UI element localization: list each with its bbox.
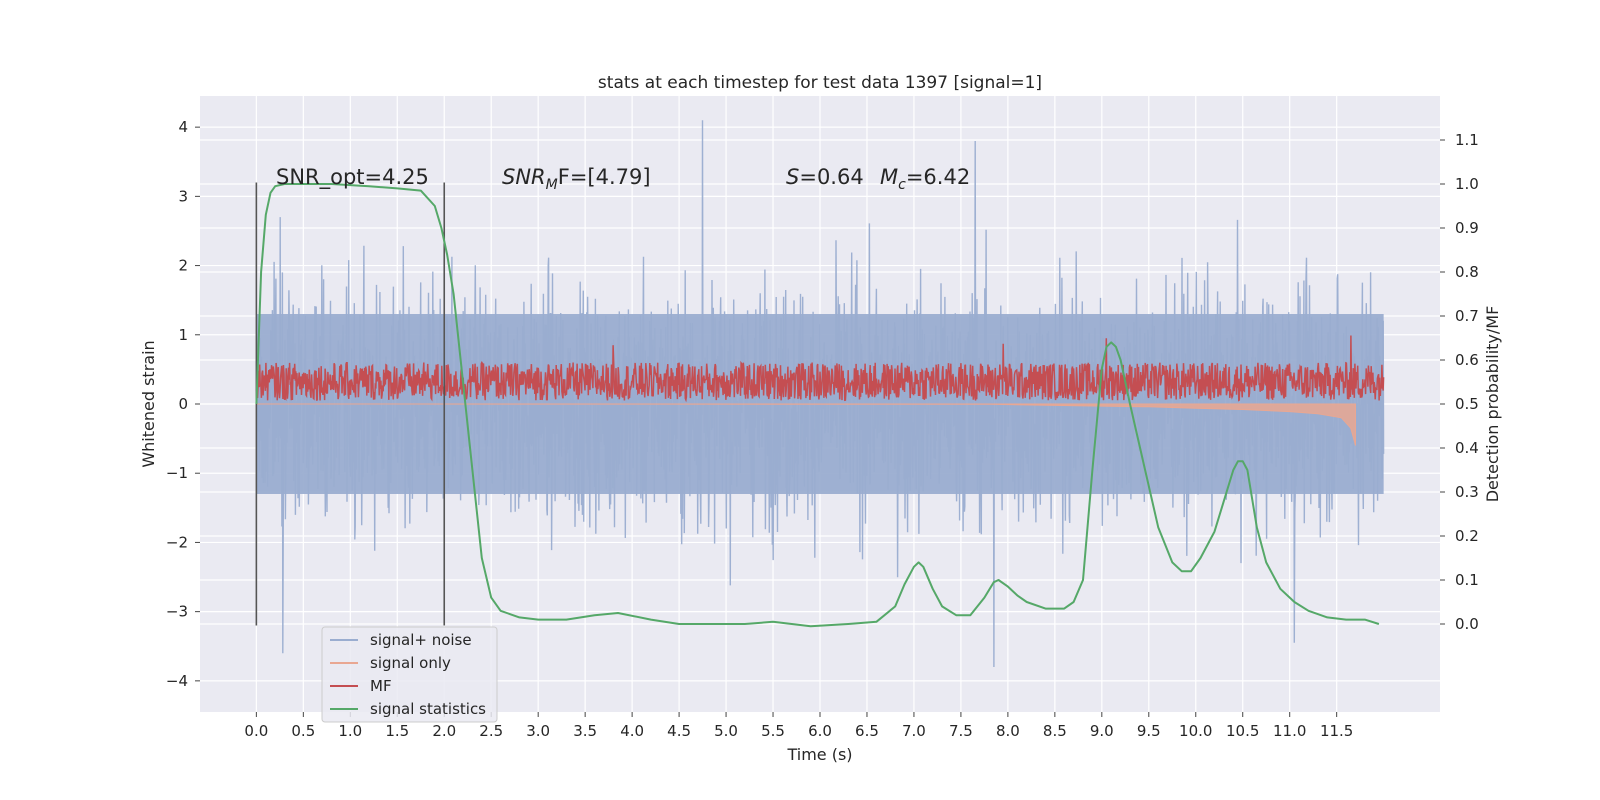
legend-label-signal-only: signal only: [370, 654, 451, 672]
y-right-tick-label: 1.1: [1455, 131, 1479, 149]
s-value: =0.64: [799, 165, 863, 189]
x-tick-label: 1.0: [338, 722, 362, 740]
x-tick-label: 0.0: [244, 722, 268, 740]
x-tick-label: 3.5: [573, 722, 597, 740]
y-tick-label: 3: [178, 187, 188, 205]
y-right-tick-label: 0.4: [1455, 439, 1479, 457]
x-tick-label: 5.5: [761, 722, 785, 740]
y-right-tick-label: 0.5: [1455, 395, 1479, 413]
x-tick-label: 7.0: [902, 722, 926, 740]
y-right-tick-label: 0.1: [1455, 571, 1479, 589]
y-right-tick-label: 0.0: [1455, 615, 1479, 633]
y-tick-label: −1: [166, 464, 188, 482]
signal-only-trace: [256, 403, 1356, 446]
window-markers: [255, 182, 446, 626]
snr-mf-name: SNR: [502, 165, 546, 189]
y-tick-label: 0: [178, 395, 188, 413]
y-tick-label: −3: [166, 603, 188, 621]
y-right-tick-label: 1.0: [1455, 175, 1479, 193]
s-name: S: [786, 165, 799, 189]
y-right-axis-ticks: 1.1 1.0 0.9 0.8 0.7 0.6 0.5 0.4 0.3 0.2 0.1 0.0: [1440, 131, 1479, 633]
legend: signal+ noise signal only MF signal stat…: [321, 626, 498, 723]
x-tick-label: 4.5: [667, 722, 691, 740]
y-axis-label: Whitened strain: [139, 340, 158, 467]
snr-mf-subscript: M: [546, 177, 558, 193]
legend-label-mf: MF: [370, 677, 392, 695]
x-tick-label: 2.0: [432, 722, 456, 740]
y-right-tick-label: 0.3: [1455, 483, 1479, 501]
chart-title: stats at each timestep for test data 139…: [598, 73, 1042, 93]
x-tick-label: 4.0: [620, 722, 644, 740]
x-tick-label: 10.5: [1226, 722, 1259, 740]
x-tick-label: 9.5: [1137, 722, 1161, 740]
snr-mf-annotation: SNRMF=[4.79]: [502, 165, 651, 193]
x-tick-label: 9.0: [1090, 722, 1114, 740]
y-right-tick-label: 0.7: [1455, 307, 1479, 325]
mc-name: M: [880, 165, 898, 189]
y-right-tick-label: 0.2: [1455, 527, 1479, 545]
legend-label-signal-noise: signal+ noise: [370, 631, 472, 649]
signal-statistics-trace: [255, 183, 1380, 628]
y-tick-label: −2: [166, 533, 188, 551]
snr-mf-value: F=[4.79]: [558, 165, 651, 189]
legend-label-signal-statistics: signal statistics: [370, 700, 486, 718]
signal-statistics-series: [255, 183, 1380, 628]
y-tick-label: 2: [178, 257, 188, 275]
x-tick-label: 11.0: [1273, 722, 1306, 740]
x-tick-label: 8.0: [996, 722, 1020, 740]
legend-box: [321, 626, 498, 723]
x-axis-ticks: 0.0 0.5 1.0 1.5 2.0 2.5 3.0 3.5 4.0 4.5 5.0 5.5 6.0 6…: [244, 712, 1353, 740]
s-annotation: S=0.64: [786, 165, 864, 189]
signal-only-series: [256, 403, 1356, 446]
mc-annotation: Mc=6.42: [880, 165, 970, 193]
x-tick-label: 8.5: [1043, 722, 1067, 740]
x-tick-label: 11.5: [1320, 722, 1353, 740]
mc-value: =6.42: [906, 165, 970, 189]
x-tick-label: 0.5: [291, 722, 315, 740]
y-axis-ticks: 4 3 2 1 0 −1 −2 −3 −4: [166, 118, 200, 690]
y-right-tick-label: 0.6: [1455, 351, 1479, 369]
mc-subscript: c: [898, 177, 906, 193]
y-tick-label: −4: [166, 672, 188, 690]
x-axis-label: Time (s): [786, 745, 852, 764]
x-tick-label: 6.5: [855, 722, 879, 740]
x-tick-label: 2.5: [479, 722, 503, 740]
x-tick-label: 7.5: [949, 722, 973, 740]
x-tick-label: 6.0: [808, 722, 832, 740]
x-tick-label: 10.0: [1179, 722, 1212, 740]
y-right-axis-label: Detection probability/MF: [1483, 306, 1502, 503]
y-right-tick-label: 0.9: [1455, 219, 1479, 237]
x-tick-label: 3.0: [526, 722, 550, 740]
x-tick-label: 1.5: [385, 722, 409, 740]
y-right-tick-label: 0.8: [1455, 263, 1479, 281]
y-tick-label: 1: [178, 326, 188, 344]
snr-opt-annotation: SNR_opt=4.25: [276, 165, 429, 190]
x-tick-label: 5.0: [714, 722, 738, 740]
y-tick-label: 4: [178, 118, 188, 136]
